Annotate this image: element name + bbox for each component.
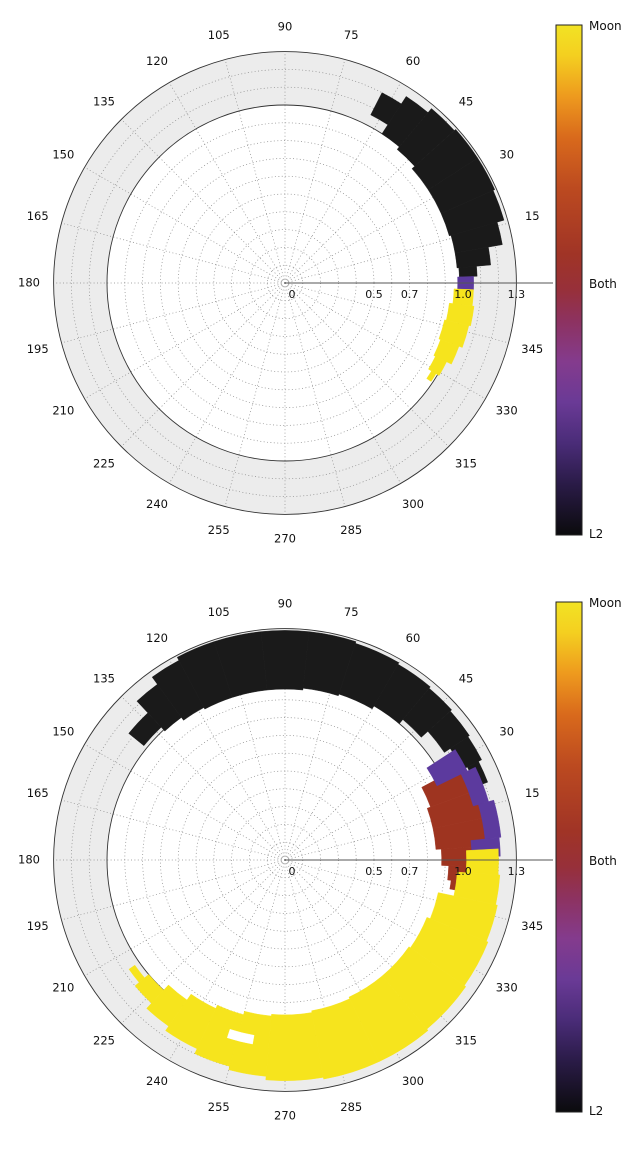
- svg-text:180: 180: [18, 276, 40, 290]
- svg-text:330: 330: [496, 404, 518, 418]
- svg-text:0.5: 0.5: [365, 288, 383, 301]
- svg-text:150: 150: [52, 148, 74, 162]
- svg-text:30: 30: [499, 725, 514, 739]
- svg-text:165: 165: [27, 209, 49, 223]
- region-l2-blocked: [370, 92, 505, 278]
- colorbar-label-both: Both: [589, 277, 617, 291]
- region-l2-blocked: [128, 630, 488, 787]
- colorbar-label-moon: Moon: [589, 596, 622, 610]
- svg-text:210: 210: [52, 404, 74, 418]
- svg-text:165: 165: [27, 786, 49, 800]
- angle-tick-labels: 15 30 45 60 75 90 105 120 135 150 165 180 195 210 225 2…: [18, 20, 543, 546]
- svg-text:225: 225: [93, 1034, 115, 1048]
- svg-text:270: 270: [274, 1109, 296, 1123]
- svg-text:315: 315: [455, 457, 477, 471]
- svg-text:225: 225: [93, 457, 115, 471]
- angle-tick-labels: 15 30 45 60 75 90 105 120 135 150 165 180 195 210 225 2…: [18, 597, 543, 1123]
- svg-text:135: 135: [93, 94, 115, 108]
- svg-text:255: 255: [208, 523, 230, 537]
- svg-text:195: 195: [27, 919, 49, 933]
- svg-text:195: 195: [27, 342, 49, 356]
- svg-text:1.0: 1.0: [454, 865, 472, 878]
- svg-text:0: 0: [289, 865, 296, 878]
- svg-text:90: 90: [278, 597, 293, 611]
- svg-text:330: 330: [496, 981, 518, 995]
- svg-text:45: 45: [459, 94, 474, 108]
- svg-text:180: 180: [18, 853, 40, 867]
- svg-text:210: 210: [52, 981, 74, 995]
- svg-text:135: 135: [93, 671, 115, 685]
- colorbar-label-l2: L2: [589, 527, 604, 541]
- radial-tick-labels: 0 0.5 0.7 1.0 1.3: [289, 865, 526, 878]
- svg-text:120: 120: [146, 54, 168, 68]
- svg-text:0.7: 0.7: [401, 865, 419, 878]
- radial-tick-labels: 0 0.5 0.7 1.0 1.3: [289, 288, 526, 301]
- svg-text:345: 345: [521, 919, 543, 933]
- colorbar: [555, 601, 583, 1113]
- svg-text:150: 150: [52, 725, 74, 739]
- svg-text:105: 105: [208, 28, 230, 42]
- svg-text:75: 75: [344, 605, 359, 619]
- region-gap-white: [226, 1029, 255, 1045]
- colorbar-label-moon: Moon: [589, 19, 622, 33]
- svg-text:300: 300: [402, 1074, 424, 1088]
- svg-text:300: 300: [402, 497, 424, 511]
- polar-plot-bottom: 0 0.5 0.7 1.0 1.3 15 30 45 60 75 90 105 120 135 150 165…: [18, 597, 583, 1123]
- svg-text:45: 45: [459, 671, 474, 685]
- svg-text:1.3: 1.3: [508, 865, 526, 878]
- svg-text:315: 315: [455, 1034, 477, 1048]
- svg-text:60: 60: [406, 54, 421, 68]
- svg-text:15: 15: [525, 786, 540, 800]
- svg-text:75: 75: [344, 28, 359, 42]
- svg-text:345: 345: [521, 342, 543, 356]
- svg-text:60: 60: [406, 631, 421, 645]
- svg-text:0: 0: [289, 288, 296, 301]
- svg-text:270: 270: [274, 532, 296, 546]
- svg-text:15: 15: [525, 209, 540, 223]
- region-moon-blocked: [128, 848, 501, 1081]
- polar-plot-top: 0 0.5 0.7 1.0 1.3 15 30 45 60 75 90 105 120 135 150 165…: [18, 20, 583, 546]
- svg-text:1.0: 1.0: [454, 288, 472, 301]
- svg-text:255: 255: [208, 1100, 230, 1114]
- svg-text:285: 285: [340, 1100, 362, 1114]
- svg-text:90: 90: [278, 20, 293, 34]
- svg-text:1.3: 1.3: [508, 288, 526, 301]
- colorbar-label-both: Both: [589, 854, 617, 868]
- colorbar-label-l2: L2: [589, 1104, 604, 1118]
- svg-text:240: 240: [146, 497, 168, 511]
- svg-text:285: 285: [340, 523, 362, 537]
- svg-text:240: 240: [146, 1074, 168, 1088]
- svg-text:30: 30: [499, 148, 514, 162]
- svg-text:0.5: 0.5: [365, 865, 383, 878]
- svg-text:120: 120: [146, 631, 168, 645]
- colorbar: [555, 24, 583, 536]
- svg-text:0.7: 0.7: [401, 288, 419, 301]
- region-moon-blocked: [426, 288, 475, 382]
- svg-text:105: 105: [208, 605, 230, 619]
